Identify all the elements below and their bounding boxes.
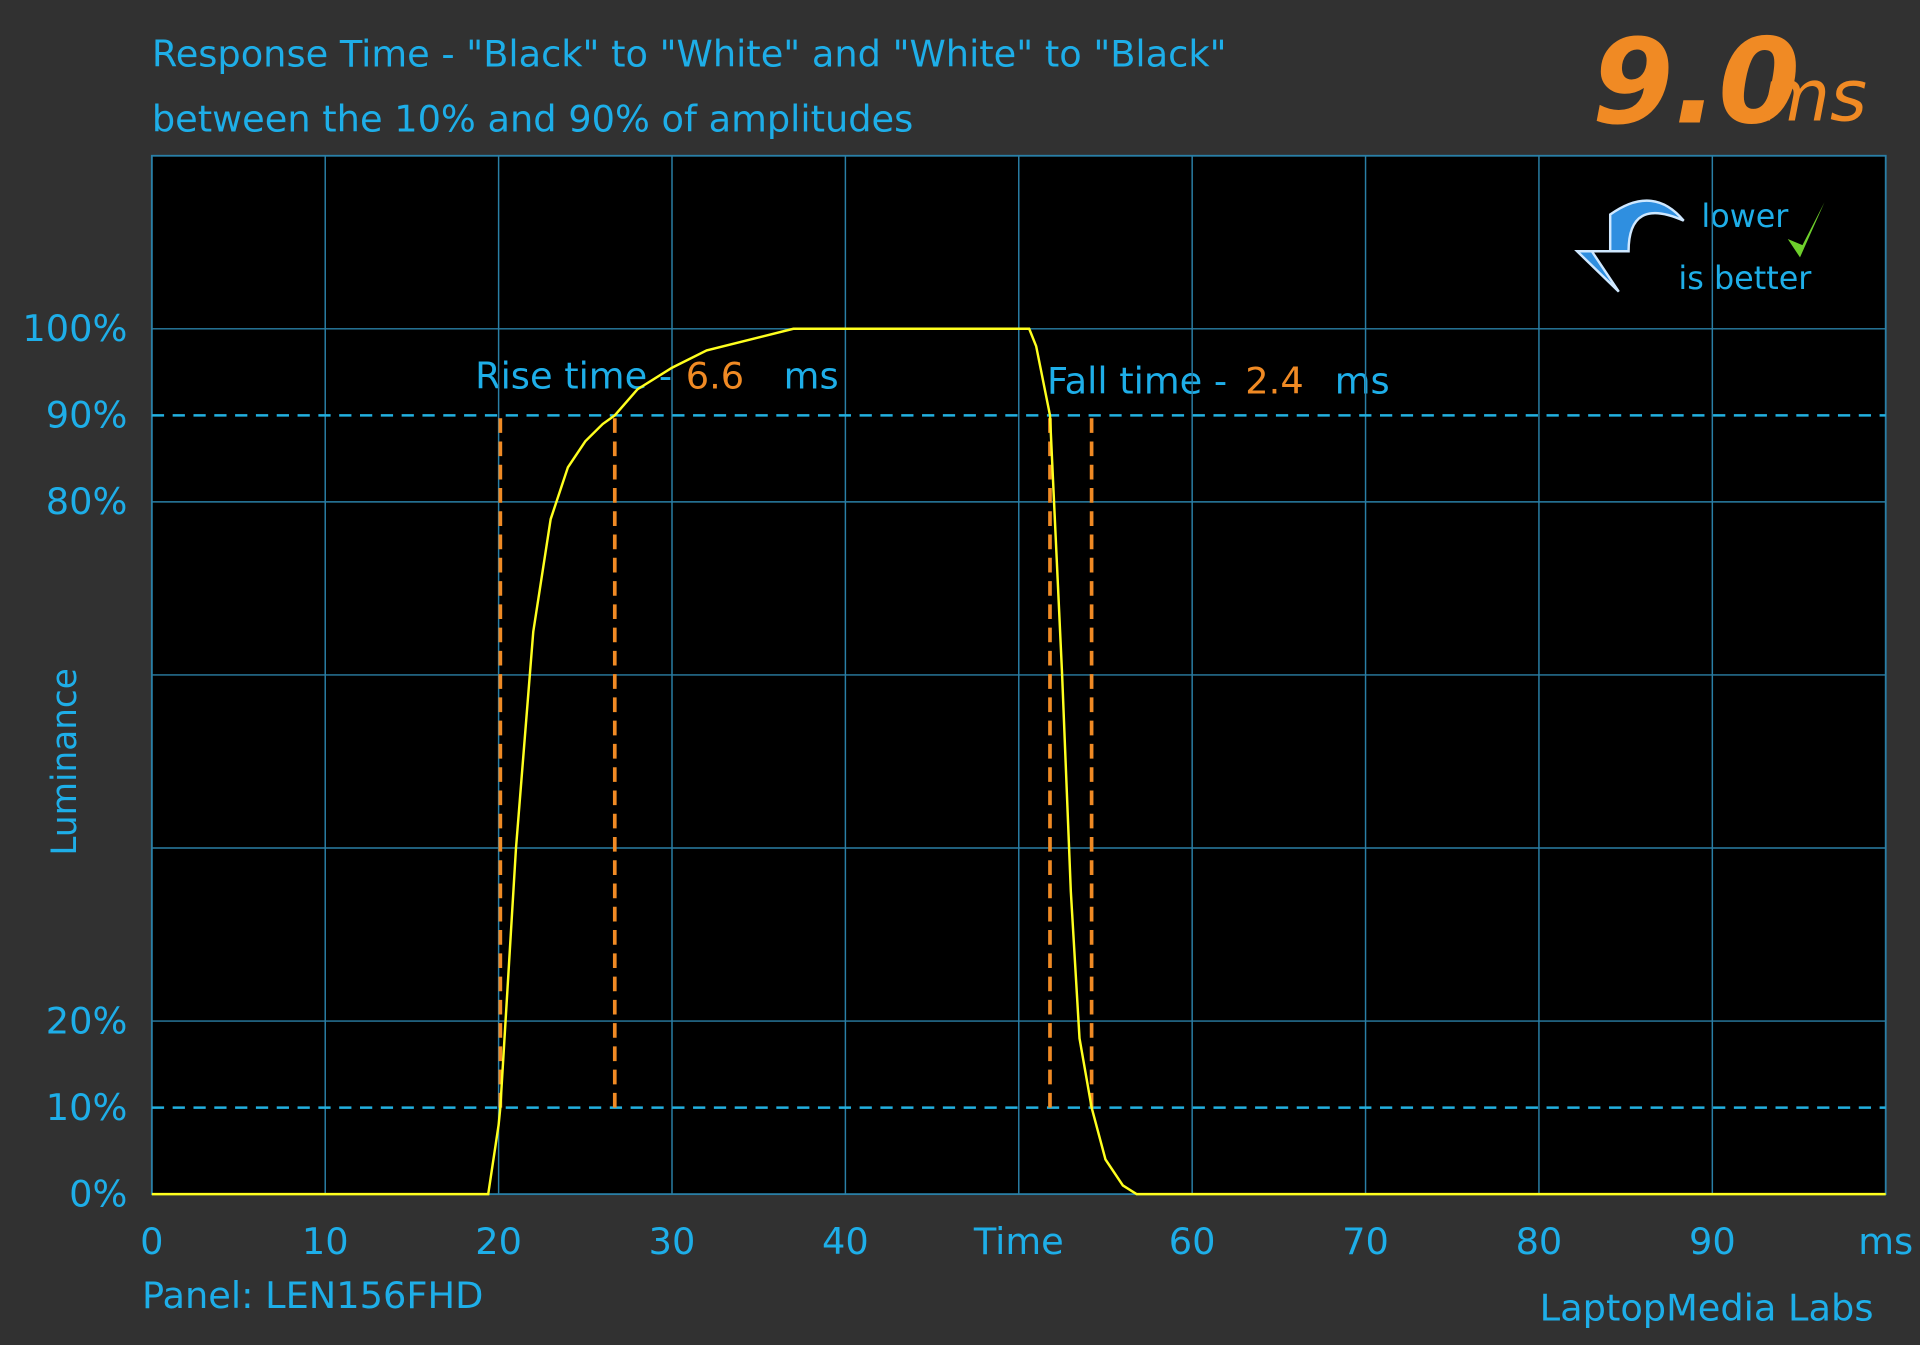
x-tick-label: 10 <box>302 1220 349 1263</box>
y-tick-label: 10% <box>46 1086 128 1129</box>
x-tick-label: 80 <box>1516 1220 1563 1263</box>
rise-label: Rise time - <box>475 354 684 397</box>
badge-line: is better <box>1678 259 1812 297</box>
fall-unit: ms <box>1335 359 1390 402</box>
x-tick-label: 0 <box>140 1220 163 1263</box>
y-tick-label: 0% <box>69 1172 127 1215</box>
x-tick-label: Time <box>973 1220 1064 1263</box>
y-tick-label: 80% <box>46 480 128 523</box>
chart-subtitle: between the 10% and 90% of amplitudes <box>152 97 913 140</box>
y-tick-label: 100% <box>22 307 127 350</box>
luminance-curve <box>151 327 1886 1196</box>
x-tick-label: 40 <box>822 1220 869 1263</box>
result-value: 9.0 <box>1592 14 1800 151</box>
y-tick-label: 90% <box>46 394 128 437</box>
fall-value: 2.4 <box>1245 359 1303 402</box>
badge-icon <box>1574 199 1825 293</box>
x-tick-label: 70 <box>1342 1220 1389 1263</box>
x-tick-label: 30 <box>649 1220 696 1263</box>
rise-value: 6.6 <box>686 354 744 397</box>
fall-label: Fall time - <box>1047 359 1239 402</box>
credit: LaptopMedia Labs <box>1540 1286 1874 1329</box>
x-tick-label: 20 <box>475 1220 522 1263</box>
y-tick-label: 20% <box>46 999 128 1042</box>
chart-title: Response Time - "Black" to "White" and "… <box>152 32 1227 75</box>
x-tick-label: 90 <box>1689 1220 1736 1263</box>
y-axis-label: Luminance <box>45 668 85 855</box>
badge-line: lower <box>1701 197 1789 235</box>
result-unit: ms <box>1761 54 1867 137</box>
rise-unit: ms <box>784 354 839 397</box>
x-tick-label: ms <box>1858 1220 1913 1263</box>
x-tick-label: 60 <box>1169 1220 1216 1263</box>
panel-label: Panel: LEN156FHD <box>142 1274 483 1317</box>
